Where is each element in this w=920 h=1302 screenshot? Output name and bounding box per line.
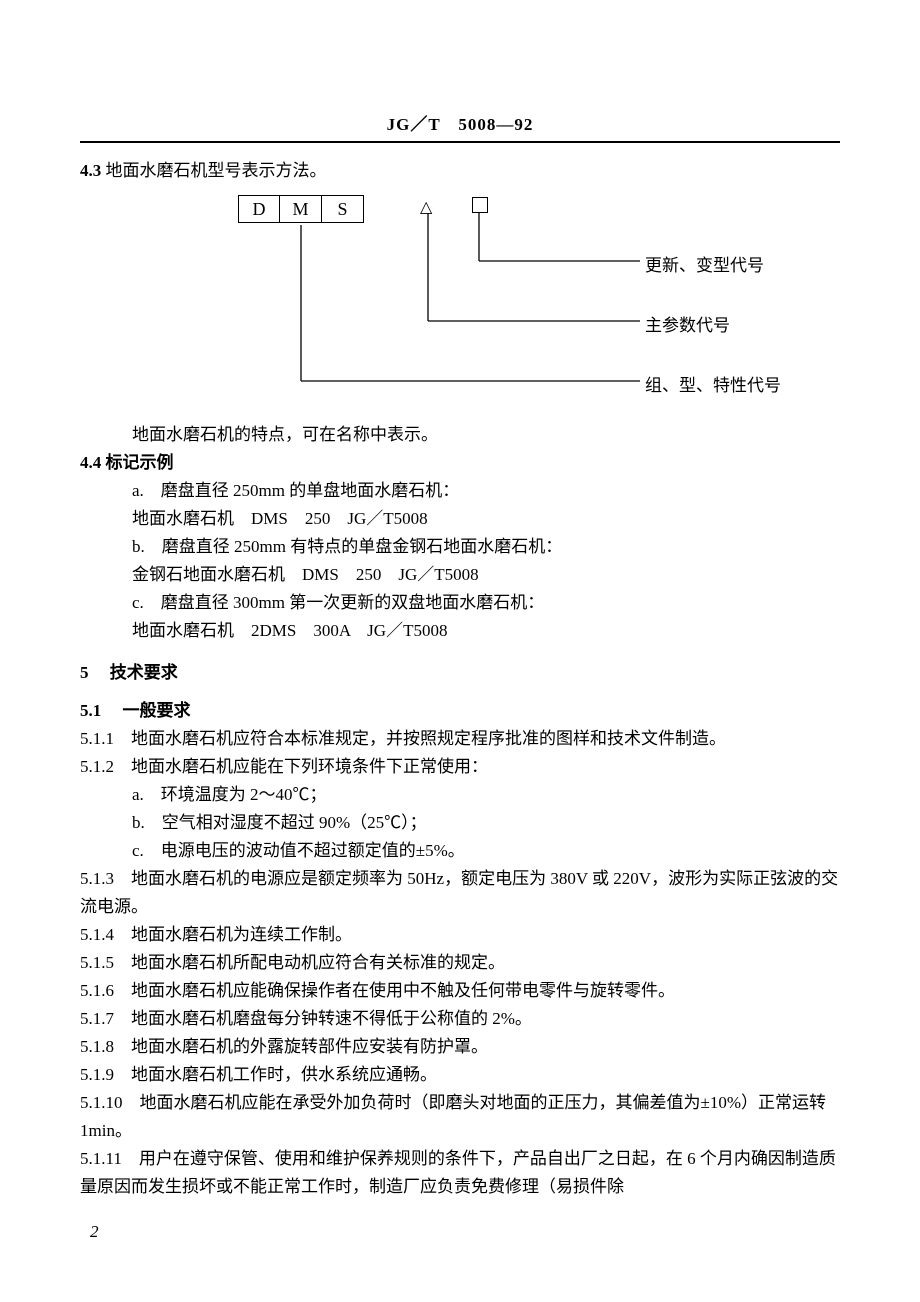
page: JG／T 5008—92 4.3 地面水磨石机型号表示方法。 D M S △ 更… — [0, 0, 920, 1302]
sec-4-3-title: 地面水磨石机型号表示方法。 — [106, 161, 327, 180]
clause-5-1-2-a: a. 环境温度为 2～40℃； — [80, 781, 840, 809]
clause-5-1-4: 5.1.4 地面水磨石机为连续工作制。 — [80, 921, 840, 949]
ex-c-2: 地面水磨石机 2DMS 300A JG／T5008 — [80, 617, 840, 645]
ex-a-1: a. 磨盘直径 250mm 的单盘地面水磨石机： — [80, 477, 840, 505]
diagram-label-update: 更新、变型代号 — [645, 251, 764, 276]
ex-b-1: b. 磨盘直径 250mm 有特点的单盘金钢石地面水磨石机： — [80, 533, 840, 561]
clause-5-1-3: 5.1.3 地面水磨石机的电源应是额定频率为 50Hz，额定电压为 380V 或… — [80, 865, 840, 921]
clause-5-1-9: 5.1.9 地面水磨石机工作时，供水系统应通畅。 — [80, 1061, 840, 1089]
header-rule — [80, 141, 840, 143]
section-4-4: 4.4 标记示例 — [80, 449, 840, 477]
diagram-label-main-param: 主参数代号 — [645, 311, 730, 336]
sec-4-4-num: 4.4 — [80, 453, 101, 472]
ex-c-1: c. 磨盘直径 300mm 第一次更新的双盘地面水磨石机： — [80, 589, 840, 617]
header-standard-code: JG／T 5008—92 — [80, 110, 840, 135]
sec-5-title: 技术要求 — [110, 663, 178, 682]
section-5-1: 5.1 一般要求 — [80, 697, 840, 725]
page-number: 2 — [90, 1222, 99, 1242]
sec-4-3-num: 4.3 — [80, 161, 101, 180]
clause-5-1-11: 5.1.11 用户在遵守保管、使用和维护保养规则的条件下，产品自出厂之日起，在 … — [80, 1145, 840, 1201]
clause-5-1-6: 5.1.6 地面水磨石机应能确保操作者在使用中不触及任何带电零件与旋转零件。 — [80, 977, 840, 1005]
model-designation-diagram: D M S △ 更新、变型代号 主参数代号 组、型、特性代号 — [80, 191, 840, 411]
clause-5-1-2: 5.1.2 地面水磨石机应能在下列环境条件下正常使用： — [80, 753, 840, 781]
clause-5-1-10: 5.1.10 地面水磨石机应能在承受外加负荷时（即磨头对地面的正压力，其偏差值为… — [80, 1089, 840, 1145]
sec-5-1-title: 一般要求 — [123, 701, 191, 720]
ex-a-2: 地面水磨石机 DMS 250 JG／T5008 — [80, 505, 840, 533]
clause-5-1-2-c: c. 电源电压的波动值不超过额定值的±5%。 — [80, 837, 840, 865]
clause-5-1-1: 5.1.1 地面水磨石机应符合本标准规定，并按照规定程序批准的图样和技术文件制造… — [80, 725, 840, 753]
clause-5-1-7: 5.1.7 地面水磨石机磨盘每分钟转速不得低于公称值的 2%。 — [80, 1005, 840, 1033]
sec-5-1-num: 5.1 — [80, 701, 101, 720]
sec-4-3-note: 地面水磨石机的特点，可在名称中表示。 — [80, 421, 840, 449]
clause-5-1-5: 5.1.5 地面水磨石机所配电动机应符合有关标准的规定。 — [80, 949, 840, 977]
clause-5-1-2-b: b. 空气相对湿度不超过 90%（25℃）； — [80, 809, 840, 837]
section-5: 5 技术要求 — [80, 659, 840, 687]
ex-b-2: 金钢石地面水磨石机 DMS 250 JG／T5008 — [80, 561, 840, 589]
diagram-label-group-type: 组、型、特性代号 — [645, 371, 781, 396]
section-4-3: 4.3 地面水磨石机型号表示方法。 — [80, 157, 840, 185]
sec-5-num: 5 — [80, 663, 89, 682]
sec-4-4-title: 标记示例 — [106, 453, 174, 472]
clause-5-1-8: 5.1.8 地面水磨石机的外露旋转部件应安装有防护罩。 — [80, 1033, 840, 1061]
